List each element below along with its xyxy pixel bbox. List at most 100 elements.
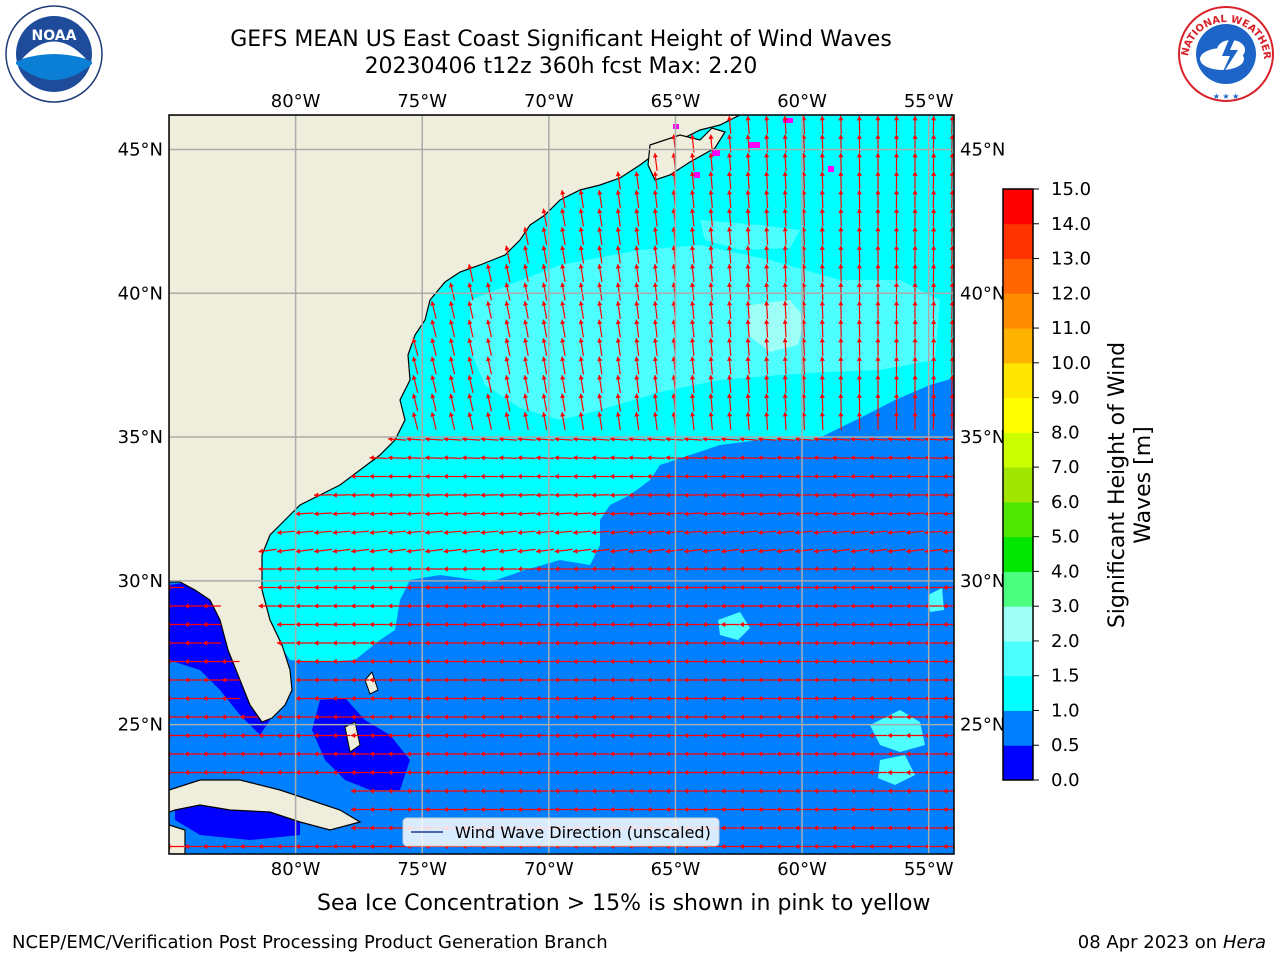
wave-arrow-head [221,695,226,702]
wave-arrow-head [573,621,578,628]
wave-arrow-head [628,640,633,646]
wave-arrow-head [388,695,393,702]
wave-arrow-head [615,319,621,325]
wave-arrow-head [295,566,300,572]
wave-arrow-head [480,529,486,535]
wave-arrow-head [406,658,411,665]
wave-arrow-head [369,640,374,646]
wave-arrow-head [554,714,559,720]
wave-arrow-head [949,301,954,306]
lat-tick-label: 35°N [960,427,1005,448]
wave-arrow-head [591,695,596,702]
wave-arrow-head [684,658,689,665]
wave-arrow-head [943,548,948,554]
wave-arrow-head [388,788,393,794]
wave-arrow-head [517,695,522,702]
wave-arrow-head [295,640,300,646]
wave-arrow-head [943,511,948,517]
wave-arrow-head [443,788,448,794]
wave-arrow-head [949,171,954,176]
wave-arrow-head [573,473,578,480]
wave-arrow-head [758,566,763,572]
wave-arrow-head [906,677,911,683]
wave-arrow-head [480,548,486,554]
wave-arrow-head [240,751,245,757]
wave-arrow-head [573,584,578,591]
wave-arrow-head [727,208,733,214]
wave-arrow-head [764,264,770,269]
wave-arrow-head [448,282,454,288]
wave-arrow-head [689,153,696,158]
wave-arrow-head [838,356,844,361]
wave-arrow-head [388,511,393,517]
wave-arrow-head [702,788,707,794]
wave-arrow-head [832,769,837,776]
wave-arrow-head [893,227,900,232]
wave-arrow-head [388,677,393,683]
wave-arrow-head [949,190,954,195]
wave-arrow-head [411,412,417,418]
wave-arrow-head [819,171,825,176]
wave-arrow-head [314,529,319,535]
wave-arrow-head [665,548,671,554]
wave-arrow-head [351,695,356,702]
wave-arrow-head [448,301,454,306]
wave-arrow-head [314,714,319,720]
lon-tick-label: 55°W [904,91,954,112]
wave-arrow-head [388,529,393,535]
wave-arrow-head [443,769,448,776]
lon-tick-label: 65°W [651,859,701,880]
wave-arrow-head [425,640,430,646]
wave-arrow-head [351,548,356,554]
wave-arrow-head [610,603,615,609]
wave-arrow-head [782,245,788,250]
wave-arrow-head [912,134,918,139]
wave-arrow-head [610,714,615,720]
wave-arrow-head [610,677,615,683]
wave-arrow-head [745,393,751,398]
wave-arrow-head [647,695,652,702]
lon-tick-label: 55°W [904,859,954,880]
wave-arrow-head [184,732,189,739]
wave-arrow-head [406,621,411,628]
wave-arrow-head [560,412,566,417]
wave-arrow-head [906,529,911,535]
wave-arrow-head [277,566,282,572]
wave-arrow-head [758,732,763,739]
wave-arrow-head [813,769,818,776]
wave-arrow-head [314,769,319,776]
wave-arrow-head [277,529,282,535]
wave-arrow-head [795,548,800,554]
wave-arrow-head [924,658,929,665]
host-name: Hera [1222,932,1266,953]
colorbar-segment [1003,467,1033,503]
wave-arrow-head [776,769,781,776]
colorbar-segment [1003,397,1033,433]
wave-arrow-head [764,245,770,250]
wave-arrow-head [739,436,744,442]
wave-arrow-head [517,473,522,480]
wave-arrow-head [406,473,411,480]
wave-arrow-head [819,227,825,232]
wave-arrow-head [813,492,818,498]
wave-arrow-head [689,393,696,399]
wave-arrow-head [931,134,937,139]
wave-arrow-head [499,714,504,720]
wave-arrow-head [591,751,596,757]
wave-arrow-head [758,436,763,442]
wave-arrow-head [838,412,844,417]
wave-arrow-head [850,455,855,461]
wave-arrow-head [758,492,763,498]
wave-arrow-head [541,319,547,325]
wave-arrow-head [517,511,522,517]
wave-arrow-head [554,511,559,517]
wave-arrow-head [597,282,603,288]
wave-arrow-head [949,338,954,343]
wave-arrow-head [184,621,189,628]
wave-arrow-head [684,492,689,498]
wave-arrow-head [819,301,825,306]
wave-zone-2-3m [748,300,805,352]
wave-arrow-head [813,511,818,517]
wave-arrow-head [758,677,763,683]
wave-arrow-head [647,621,652,628]
